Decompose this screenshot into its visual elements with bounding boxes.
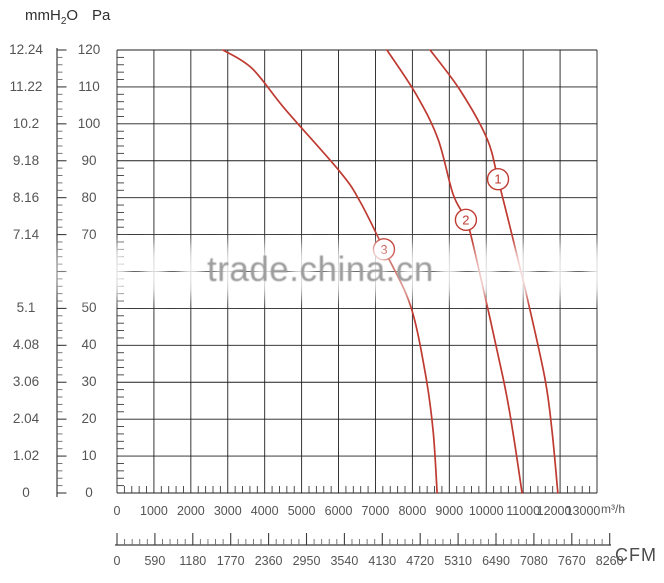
flow-m3h-tick-label: 0 (113, 504, 121, 518)
curve-badge-circle-1 (486, 168, 510, 191)
mmh2o-tick-label: 9.18 (12, 152, 40, 168)
pa-tick-label: 70 (81, 226, 97, 242)
flow-m3h-tick-label: 5000 (287, 504, 316, 518)
flow-m3h-tick-label: 2000 (176, 504, 205, 518)
flow-cfm-tick-label: 7080 (519, 554, 548, 568)
pa-tick-label: 10 (81, 448, 97, 464)
flow-cfm-tick-label: 8260 (595, 554, 624, 568)
flow-cfm-tick-label: 7670 (557, 554, 586, 568)
flow-m3h-tick-label: 1000 (140, 504, 168, 518)
flow-m3h-tick-label: 12000 (536, 504, 572, 518)
left-axis-title-text: mmH (25, 7, 61, 24)
fan-curve-1 (429, 49, 559, 494)
flow-m3h-tick-label: 9000 (435, 504, 464, 518)
flow-m3h-tick-label: 6000 (324, 504, 353, 518)
mmh2o-tick-label: 10.2 (12, 115, 40, 131)
pa-tick-label: 80 (81, 189, 97, 205)
mmh2o-tick-label: 1.02 (12, 448, 40, 464)
mmh2o-tick-label: 5.1 (16, 300, 36, 316)
flow-m3h-tick-label: 4000 (250, 504, 279, 518)
mmh2o-tick-label: 11.22 (9, 78, 43, 94)
flow-m3h-tick-label: 3000 (213, 504, 242, 518)
pa-tick-label: 30 (81, 374, 97, 390)
flow-cfm-tick-label: 2360 (254, 554, 283, 568)
curve-badge-number-2: 2 (462, 212, 469, 227)
x-axis-unit-label: m³/h (601, 502, 625, 516)
flow-cfm-tick-label: 4130 (368, 554, 397, 568)
fan-curve-3 (222, 49, 438, 494)
flow-cfm-tick-label: 1180 (179, 554, 207, 568)
curve-badge-circle-2 (454, 208, 478, 232)
flow-cfm-tick-label: 1770 (216, 554, 245, 568)
pa-tick-label: 0 (85, 485, 93, 500)
flow-m3h-tick-label: 10000 (468, 504, 504, 518)
flow-cfm-tick-label: 0 (113, 554, 121, 568)
flow-cfm-tick-label: 5310 (444, 554, 472, 568)
mmh2o-tick-label: 12.24 (9, 42, 43, 57)
pa-tick-label: 50 (81, 300, 97, 316)
pa-tick-label: 100 (77, 115, 101, 131)
flow-cfm-tick-label: 590 (144, 554, 166, 568)
left-axis-title-subscript: 2 (60, 16, 67, 27)
curve-badge-number-1: 1 (494, 172, 501, 187)
flow-cfm-tick-label: 3540 (330, 554, 359, 568)
flow-cfm-tick-label: 6490 (482, 554, 510, 568)
flow-m3h-tick-label: 13000 (565, 504, 601, 518)
mmh2o-tick-label: 3.06 (12, 374, 40, 390)
cfm-axis-unit-label: CFM (615, 545, 657, 565)
pa-tick-label: 120 (77, 42, 101, 57)
flow-m3h-tick-label: 7000 (361, 504, 390, 518)
left-axis-title-suffix: O (66, 7, 79, 24)
mmh2o-tick-label: 0 (22, 485, 30, 500)
flow-cfm-tick-label: 4720 (406, 554, 435, 568)
mmh2o-tick-label: 4.08 (12, 337, 40, 353)
flow-m3h-tick-label: 11000 (506, 504, 541, 518)
flow-cfm-tick-label: 2950 (292, 554, 321, 568)
pa-tick-label: 20 (81, 411, 97, 427)
mmh2o-tick-label: 8.16 (12, 189, 40, 205)
pa-tick-label: 40 (81, 337, 97, 353)
mmh2o-tick-label: 7.14 (12, 226, 40, 242)
pa-tick-label: 110 (78, 78, 100, 94)
left-axis-title-mmh2o: mmH2O (25, 7, 78, 27)
pa-tick-label: 90 (81, 152, 97, 168)
right-axis-title-pa: Pa (92, 7, 111, 24)
flow-m3h-tick-label: 8000 (398, 504, 427, 518)
mmh2o-tick-label: 2.04 (12, 411, 40, 427)
